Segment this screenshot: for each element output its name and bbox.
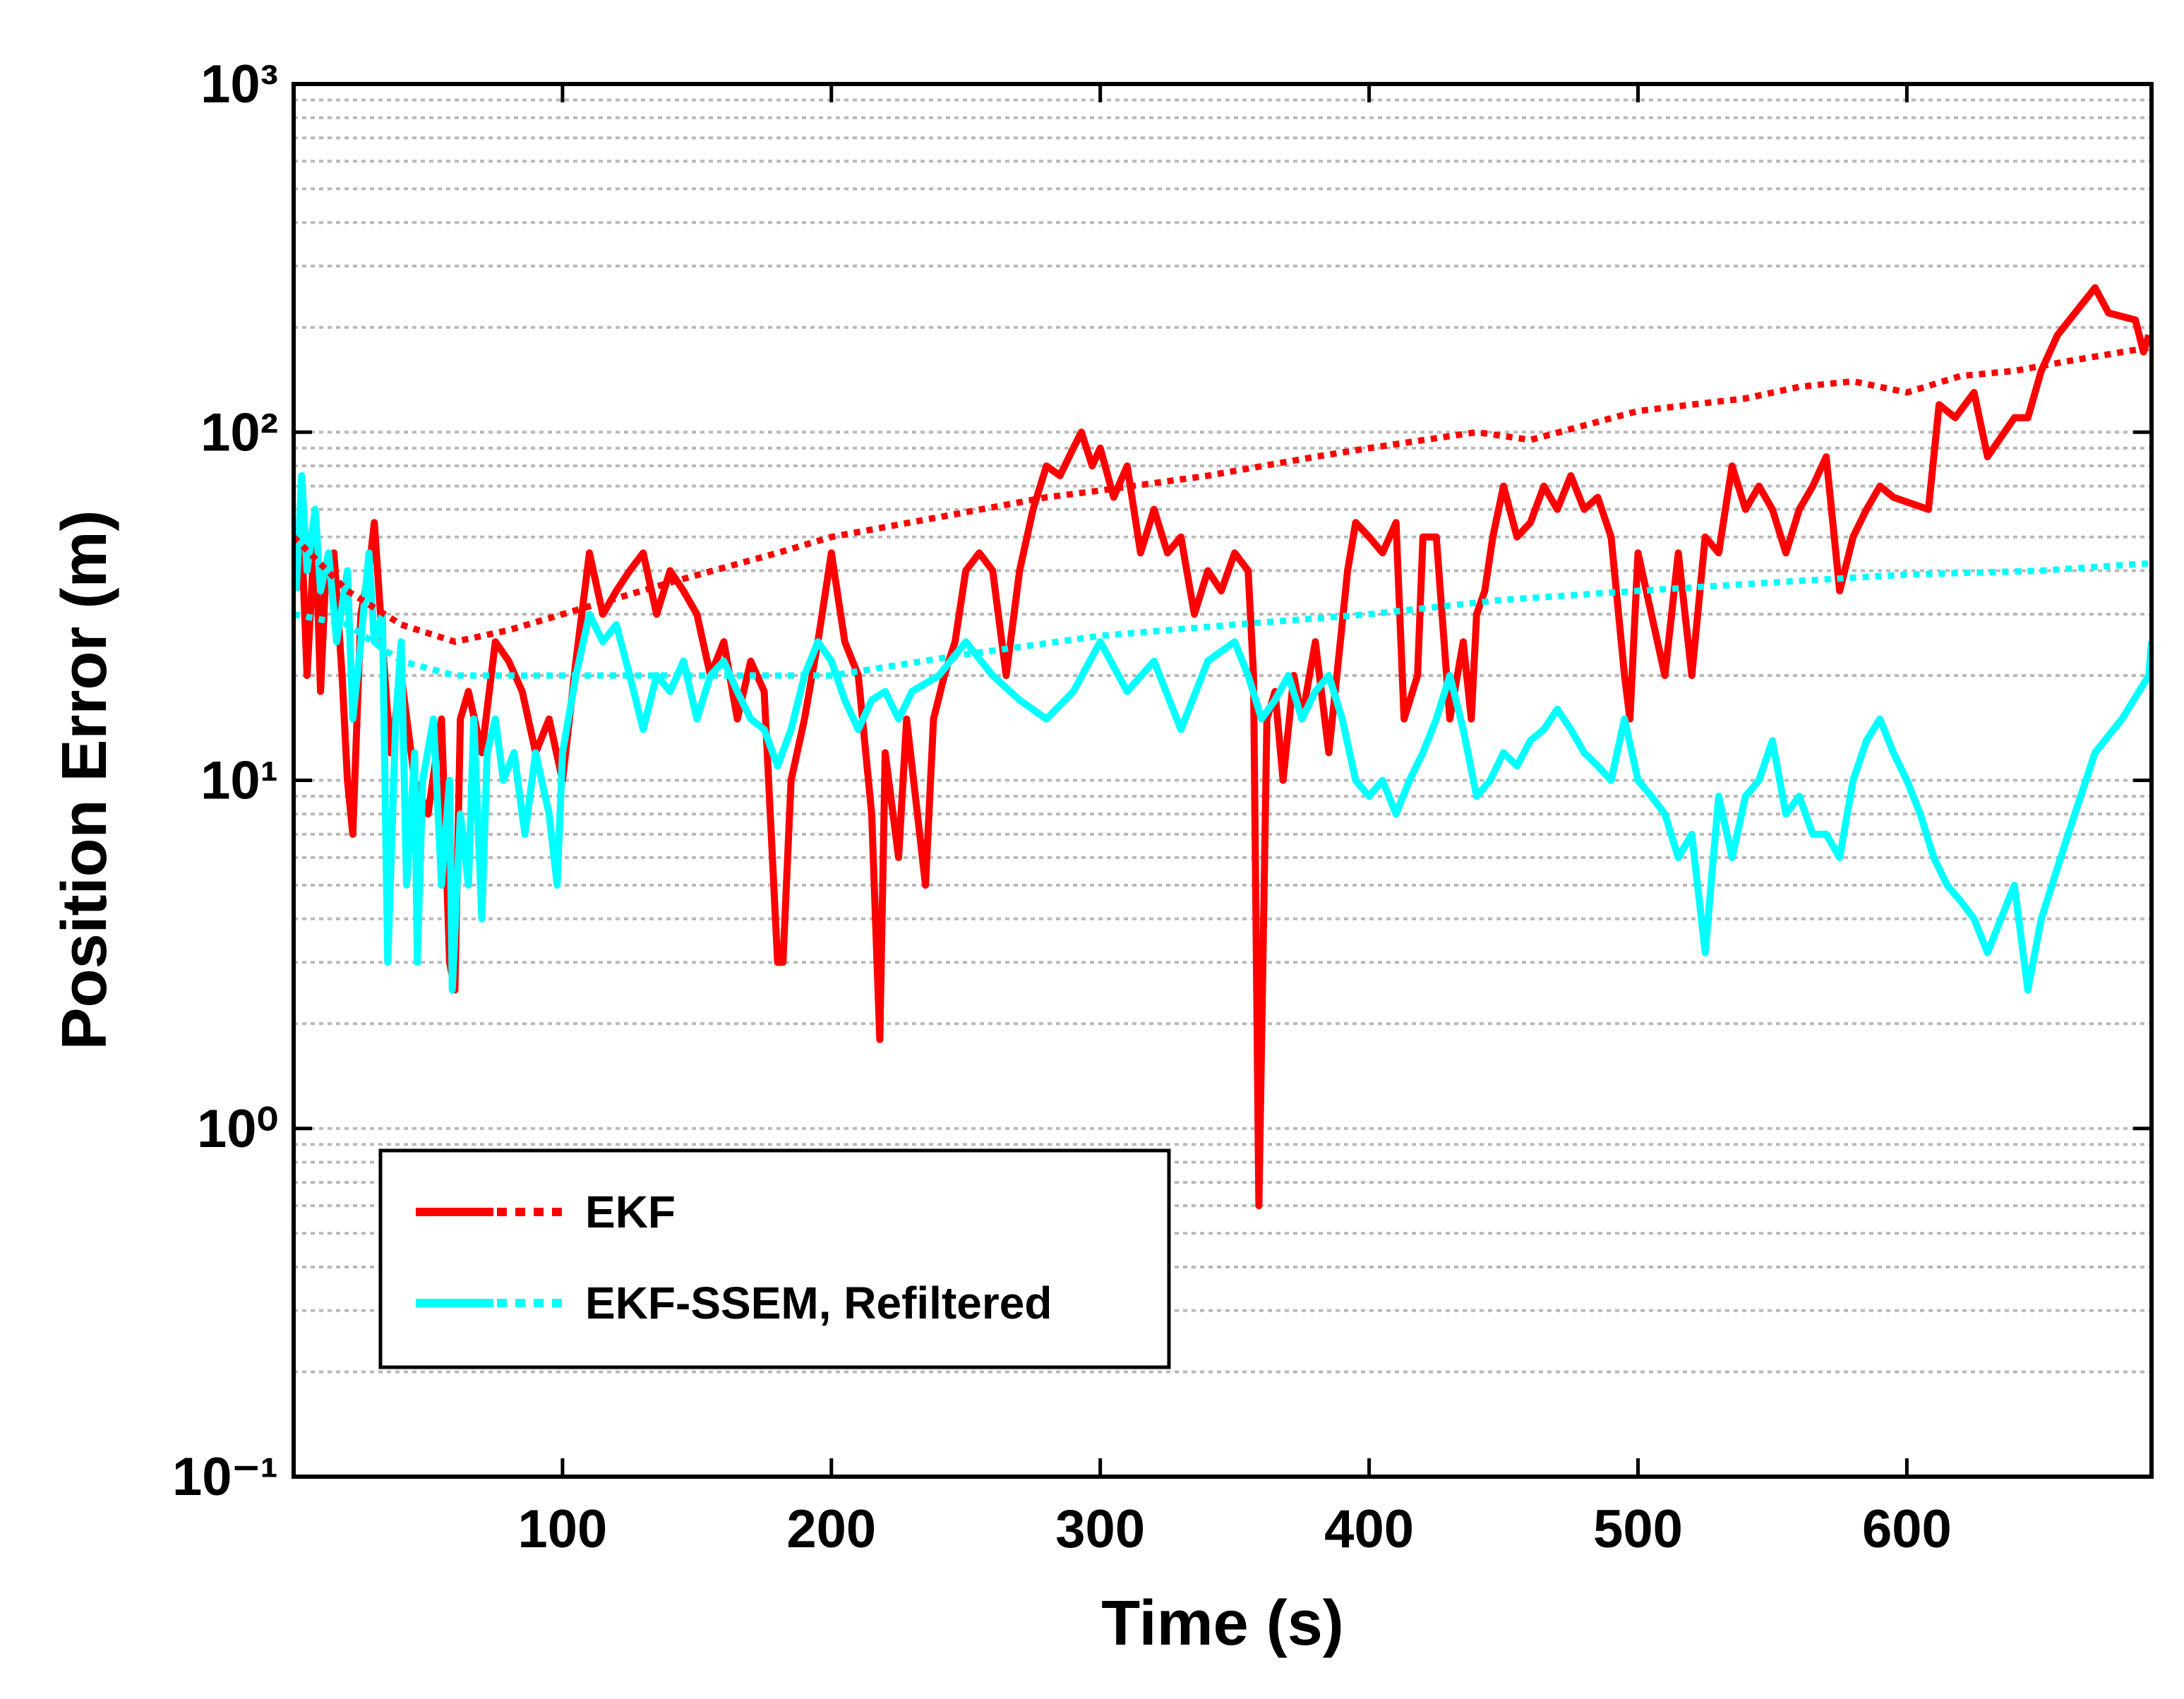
x-tick-label: 200 (786, 1499, 876, 1559)
x-tick-label: 300 (1055, 1499, 1145, 1559)
y-tick-label: 10⁻¹ (172, 1447, 278, 1507)
legend-label: EKF-SSEM, Refiltered (585, 1278, 1052, 1328)
x-tick-label: 400 (1324, 1499, 1414, 1559)
y-tick-label: 10² (200, 402, 278, 462)
series-dotted-line (294, 344, 2149, 645)
y-tick-label: 10⁰ (197, 1099, 278, 1159)
plot-frame (292, 82, 2154, 1479)
x-tick-label: 600 (1862, 1499, 1952, 1559)
series-line (294, 284, 2152, 1210)
x-axis-title: Time (s) (1101, 1588, 1343, 1659)
y-tick-label: 10³ (200, 54, 278, 114)
legend-box (378, 1148, 1171, 1369)
series-line (294, 472, 2152, 994)
lines (294, 284, 2152, 1210)
legend-label: EKF (585, 1187, 676, 1237)
x-tick-label: 500 (1593, 1499, 1683, 1559)
x-tick-label: 100 (517, 1499, 607, 1559)
y-axis-title: Position Error (m) (49, 510, 120, 1050)
series-dotted-line (294, 560, 2149, 679)
y-tick-label: 10¹ (200, 751, 278, 811)
